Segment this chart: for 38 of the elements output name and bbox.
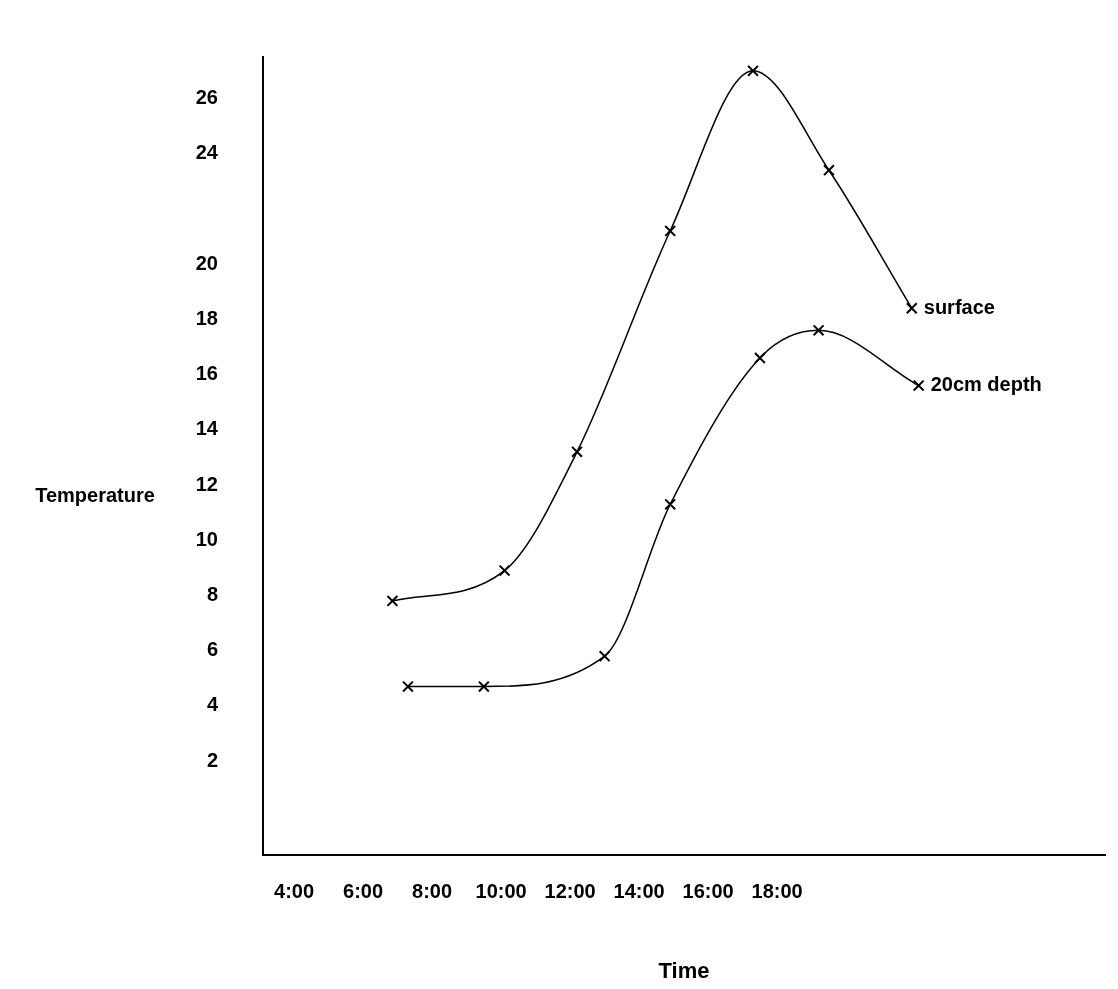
y-axis-title: Temperature <box>35 483 155 506</box>
y-tick-label: 4 <box>206 693 219 716</box>
point <box>905 302 918 315</box>
y-tick-label: 8 <box>206 582 218 605</box>
point <box>477 680 490 693</box>
point <box>664 225 677 237</box>
point <box>386 595 399 607</box>
point <box>753 352 766 364</box>
point <box>598 650 611 663</box>
x-tick-label: 10:00 <box>475 879 527 902</box>
x-axis-title: Time <box>658 957 710 983</box>
y-tick-label: 6 <box>206 638 218 661</box>
series-label: 20cm depth <box>930 373 1042 396</box>
point <box>498 564 511 577</box>
y-tick-label: 20 <box>195 251 218 274</box>
point <box>664 498 677 511</box>
point <box>912 379 925 392</box>
y-tick-label: 2 <box>206 748 218 771</box>
point <box>747 64 759 77</box>
y-tick-label: 12 <box>195 472 218 495</box>
x-tick-label: 8:00 <box>412 879 453 902</box>
x-tick-label: 16:00 <box>682 879 734 902</box>
y-tick-label: 18 <box>195 306 218 329</box>
y-tick-label: 24 <box>195 141 219 164</box>
series-label: surface <box>923 295 995 318</box>
x-tick-label: 18:00 <box>751 879 803 902</box>
point <box>571 445 583 458</box>
x-tick-label: 4:00 <box>274 879 315 902</box>
point <box>401 680 414 693</box>
x-tick-label: 14:00 <box>613 879 665 902</box>
y-tick-label: 14 <box>195 417 219 440</box>
point <box>822 164 835 177</box>
y-tick-label: 10 <box>195 527 218 550</box>
point <box>812 324 825 337</box>
y-tick-label: 16 <box>195 362 218 385</box>
x-tick-label: 6:00 <box>343 879 384 902</box>
y-tick-label: 26 <box>195 85 218 108</box>
x-tick-label: 12:00 <box>544 879 596 902</box>
